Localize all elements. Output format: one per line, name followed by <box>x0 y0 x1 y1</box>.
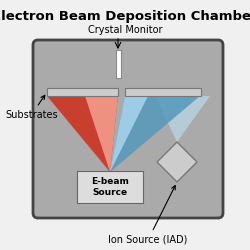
Text: Electron Beam Deposition Chamber: Electron Beam Deposition Chamber <box>0 10 250 23</box>
Bar <box>47 88 118 96</box>
Text: E-beam
Source: E-beam Source <box>91 177 129 197</box>
Text: Substrates: Substrates <box>5 95 58 120</box>
Polygon shape <box>110 96 200 172</box>
Text: Crystal Monitor: Crystal Monitor <box>88 25 162 35</box>
Polygon shape <box>47 96 118 172</box>
Polygon shape <box>110 96 148 172</box>
Polygon shape <box>155 96 210 142</box>
Bar <box>125 88 201 96</box>
FancyBboxPatch shape <box>33 40 223 218</box>
FancyBboxPatch shape <box>77 171 143 203</box>
Polygon shape <box>157 142 197 182</box>
Polygon shape <box>85 96 118 172</box>
Text: Ion Source (IAD): Ion Source (IAD) <box>108 186 188 245</box>
Bar <box>116 50 121 78</box>
